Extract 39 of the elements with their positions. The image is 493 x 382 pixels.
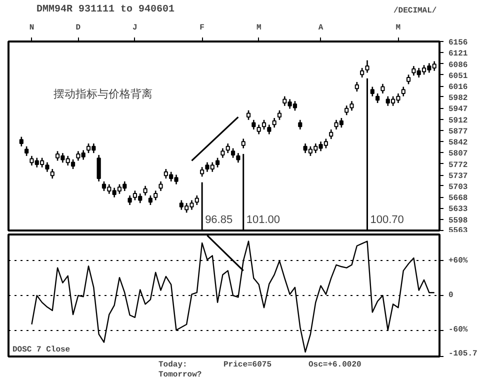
- annotation: 100.70: [370, 214, 404, 226]
- y-tick-label: 5598: [448, 216, 468, 226]
- y-tick-label: 5772: [448, 160, 468, 170]
- annotation: 96.85: [205, 214, 233, 226]
- x-tick-label: A: [318, 24, 324, 32]
- x-tick-label: J: [132, 24, 138, 32]
- text: Today:: [158, 360, 188, 370]
- y-tick-label: 6121: [448, 50, 468, 59]
- x-tick-label: F: [200, 24, 205, 32]
- annotation: 101.00: [246, 214, 280, 226]
- y-tick-label: 5703: [448, 182, 468, 192]
- x-tick-label: M: [256, 24, 262, 32]
- text: Osc=+6.0020: [308, 360, 362, 370]
- text: Price=6075: [224, 360, 272, 370]
- y-tick-label: 5737: [448, 172, 468, 182]
- y-tick-label: 5807: [448, 150, 468, 159]
- y-tick-label: +60%: [448, 256, 468, 266]
- y-tick-label: -60%: [448, 326, 468, 335]
- y-tick-label: -105.7: [448, 350, 478, 358]
- y-tick-label: 5668: [448, 194, 468, 204]
- annotation: 摆动指标与价格背离: [54, 88, 152, 100]
- y-tick-label: 5947: [448, 105, 468, 114]
- chart-title: DMM94R 931111 to 940601: [36, 4, 175, 16]
- y-tick-label: 6156: [448, 38, 468, 48]
- y-tick-label: 5982: [448, 94, 468, 103]
- x-tick-label: N: [29, 24, 34, 32]
- annotation: DOSC 7 Close: [12, 346, 70, 354]
- text: Tomorrow?: [158, 370, 202, 380]
- y-tick-label: 5842: [448, 138, 468, 148]
- text: /DECIMAL/: [394, 6, 437, 16]
- x-tick-label: D: [76, 24, 81, 32]
- y-tick-label: 0: [448, 291, 454, 300]
- y-tick-label: 5633: [448, 205, 468, 214]
- x-tick-label: M: [396, 24, 401, 32]
- y-tick-label: 6086: [448, 60, 468, 70]
- y-tick-label: 6051: [448, 72, 468, 81]
- y-tick-label: 6016: [448, 83, 468, 92]
- y-tick-label: 5877: [448, 127, 468, 136]
- y-tick-label: 5912: [448, 116, 468, 126]
